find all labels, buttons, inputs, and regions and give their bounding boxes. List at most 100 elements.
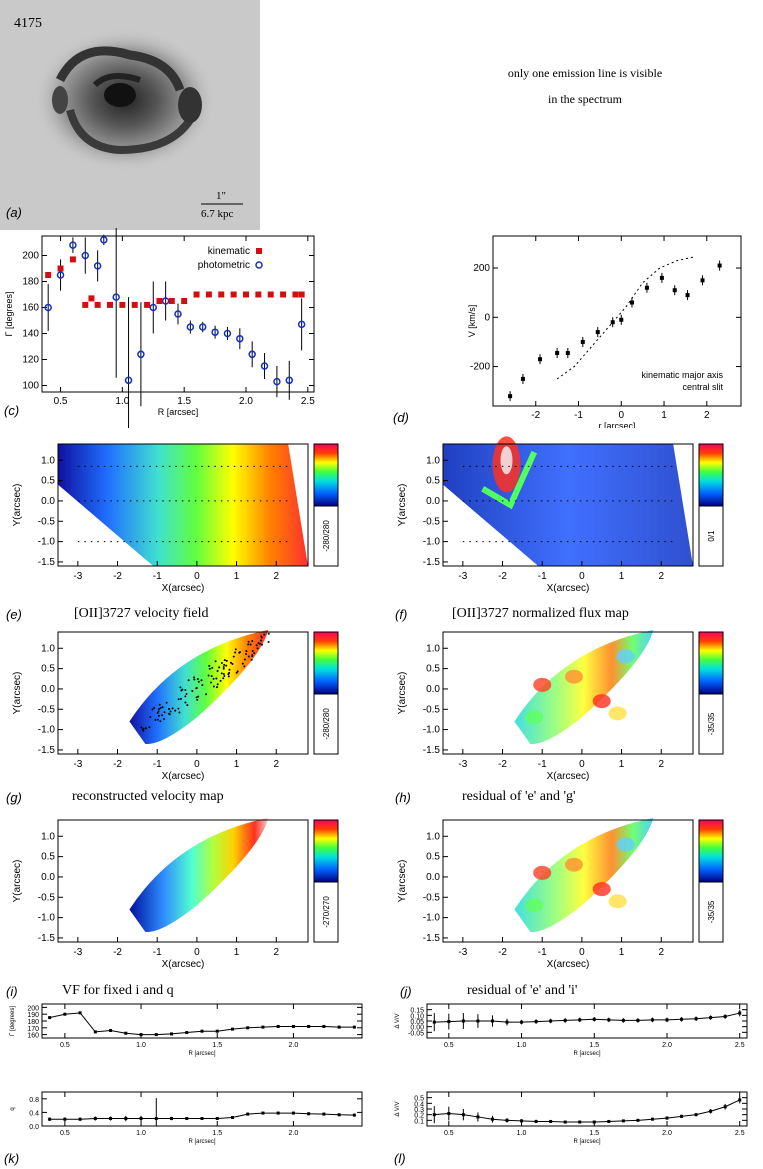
colorbar [699, 444, 723, 506]
label-j: (j) [400, 984, 412, 999]
model-point [256, 644, 258, 646]
data-point [246, 1113, 249, 1116]
y-tick-label: 0.5 [41, 664, 55, 675]
point-kinematic [82, 302, 88, 308]
point-major-axis [660, 276, 664, 280]
label-l: (l) [394, 1151, 406, 1166]
model-point [157, 719, 159, 721]
data-point [462, 1020, 465, 1023]
x-tick-label: 2.5 [735, 1130, 745, 1137]
y-tick-label: 1.0 [41, 643, 55, 654]
model-point [160, 707, 162, 709]
point-kinematic [169, 298, 175, 304]
model-point [221, 662, 223, 664]
y-tick-label: -1.0 [423, 913, 441, 924]
x-axis-label: X(arcsec) [547, 959, 590, 970]
residual-blob [609, 706, 627, 720]
model-point [159, 720, 161, 722]
x-tick-label: 1.0 [517, 1130, 527, 1137]
x-axis-label: X(arcsec) [162, 583, 205, 594]
data-point [724, 1105, 727, 1108]
x-tick-label: 1 [234, 759, 240, 770]
x-axis-label: R [arcsec] [188, 1139, 215, 1145]
y-axis-label: V [km/s] [467, 305, 477, 338]
y-tick-label: -1.5 [423, 745, 441, 756]
point-kinematic [231, 292, 237, 298]
data-point [94, 1030, 97, 1033]
model-point [226, 660, 228, 662]
model-point [268, 641, 270, 643]
model-point [231, 663, 233, 665]
model-point [201, 684, 203, 686]
x-tick-label: -2 [113, 947, 122, 958]
model-point [235, 648, 237, 650]
y-axis-label: Y(arcsec) [12, 672, 23, 715]
model-point [248, 641, 250, 643]
data-point [564, 1019, 567, 1022]
model-point [236, 672, 238, 674]
model-point [163, 718, 165, 720]
data-point [433, 1021, 436, 1024]
model-point [181, 689, 183, 691]
model-point [205, 693, 207, 695]
y-tick-label: -1.5 [38, 745, 56, 756]
y-tick-label: -1.5 [38, 557, 56, 568]
data-point [94, 1117, 97, 1120]
data-point [506, 1021, 509, 1024]
data-point [695, 1017, 698, 1020]
model-point [228, 672, 230, 674]
y-tick-label: -1.0 [38, 725, 56, 736]
y-tick-label: 0 [484, 312, 490, 323]
x-tick-label: 0.5 [444, 1130, 454, 1137]
data-point [476, 1020, 479, 1023]
data-point [666, 1018, 669, 1021]
y-tick-label: -1.5 [38, 933, 56, 944]
x-tick-label: 2 [273, 571, 279, 582]
x-tick-label: 0.5 [54, 396, 68, 407]
data-point [109, 1117, 112, 1120]
x-tick-label: 2.5 [301, 396, 315, 407]
label-d: (d) [393, 410, 409, 425]
label-h: (h) [395, 790, 411, 805]
model-point [268, 633, 270, 635]
y-tick-label: 1.0 [426, 455, 440, 466]
x-tick-label: 1 [619, 571, 625, 582]
residual-blob [565, 670, 583, 684]
map-e: -3 -2 -1 0 1 21.00.50.0-0.5-1.0-1.5X(arcsec)Y… [0, 430, 345, 610]
colorbar-range: -35/35 [707, 712, 716, 735]
y-tick-label: -0.5 [423, 516, 441, 527]
model-point [248, 655, 250, 657]
chart-i-lower: 0.5 1.0 1.5 2.0160170180190200R [arcsec]Γ [… [0, 1000, 375, 1062]
model-point [223, 668, 225, 670]
data-point [307, 1025, 310, 1028]
x-tick-label: -1 [538, 947, 547, 958]
model-point [166, 702, 168, 704]
model-point [193, 678, 195, 680]
x-tick-label: 2 [704, 410, 710, 421]
x-axis-label: X(arcsec) [547, 771, 590, 782]
x-tick-label: 2 [658, 947, 664, 958]
y-tick-label: -0.5 [38, 516, 56, 527]
x-axis-label: r [arcsec] [598, 421, 635, 428]
y-tick-label: 180 [27, 1019, 39, 1026]
point-kinematic [194, 292, 200, 298]
plot-frame [42, 1092, 362, 1126]
data-point [322, 1025, 325, 1028]
data-point [651, 1018, 654, 1021]
map-f: -3 -2 -1 0 1 21.00.50.0-0.5-1.0-1.5X(arcsec)Y… [385, 430, 755, 610]
model-point [213, 685, 215, 687]
map-h: -3 -2 -1 0 1 21.00.50.0-0.5-1.0-1.5X(arcsec)Y… [385, 618, 755, 798]
point-kinematic [107, 302, 113, 308]
x-axis-label: X(arcsec) [162, 959, 205, 970]
model-point [179, 686, 181, 688]
x-tick-label: 0.5 [60, 1130, 70, 1137]
y-tick-label: -200 [470, 362, 490, 373]
data-point [109, 1029, 112, 1032]
data-point [549, 1020, 552, 1023]
y-tick-label: 190 [27, 1012, 39, 1019]
model-point [217, 670, 219, 672]
x-tick-label: 1.0 [115, 396, 129, 407]
x-tick-label: 2 [658, 571, 664, 582]
chart-k: 0.5 1.0 1.5 2.0 0.8 0.4 0.0 R [arcsec] q [0, 1088, 375, 1150]
model-point [142, 728, 144, 730]
